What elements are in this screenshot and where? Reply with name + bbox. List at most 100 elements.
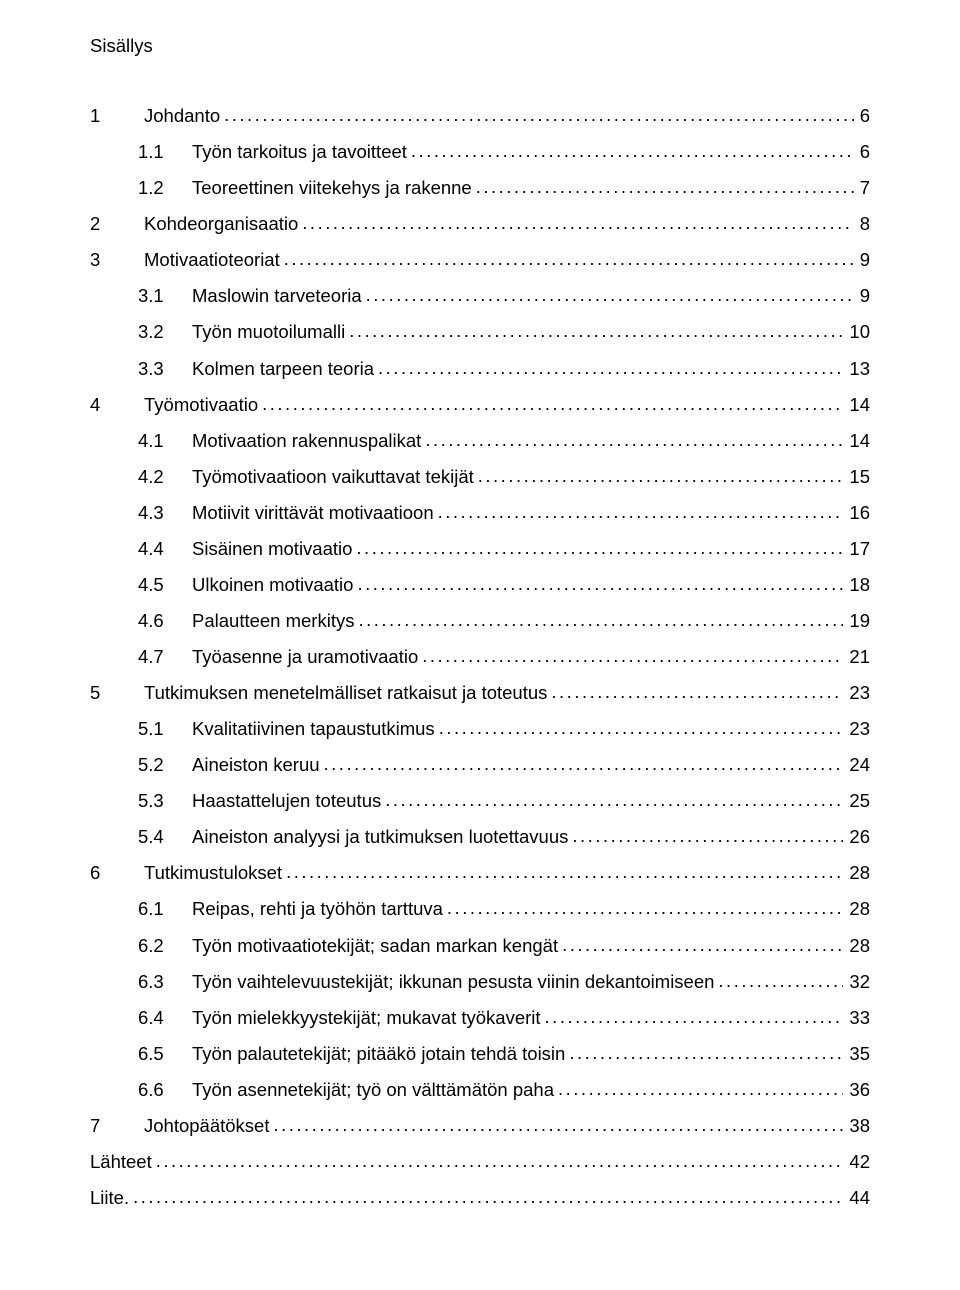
toc-entry-label: Reipas, rehti ja työhön tarttuva bbox=[192, 891, 447, 927]
toc-title: Sisällys bbox=[90, 28, 870, 64]
toc-entry-label: Työn muotoilumalli bbox=[192, 314, 349, 350]
toc-list: 1Johdanto 61.1Työn tarkoitus ja tavoitte… bbox=[90, 98, 870, 1216]
toc-entry-page: 19 bbox=[843, 603, 870, 639]
toc-entry-label: Motivaatioteoriat bbox=[144, 242, 284, 278]
toc-leader-dots bbox=[558, 1071, 843, 1107]
toc-entry: 5.3Haastattelujen toteutus 25 bbox=[90, 783, 870, 819]
toc-leader-dots bbox=[356, 530, 843, 566]
toc-leader-dots bbox=[385, 782, 843, 818]
toc-entry-label: Työmotivaatioon vaikuttavat tekijät bbox=[192, 459, 478, 495]
toc-entry-page: 16 bbox=[843, 495, 870, 531]
toc-leader-dots bbox=[422, 638, 843, 674]
toc-entry-page: 38 bbox=[843, 1108, 870, 1144]
toc-entry-number: 2 bbox=[90, 206, 144, 242]
toc-entry-label: Maslowin tarveteoria bbox=[192, 278, 366, 314]
toc-entry-number: 3.3 bbox=[138, 351, 192, 387]
toc-leader-dots bbox=[302, 205, 853, 241]
toc-entry-label: Palautteen merkitys bbox=[192, 603, 358, 639]
toc-entry-page: 28 bbox=[843, 928, 870, 964]
toc-leader-dots bbox=[545, 999, 844, 1035]
toc-entry: 3.2Työn muotoilumalli 10 bbox=[90, 314, 870, 350]
toc-entry-number: 3.1 bbox=[138, 278, 192, 314]
toc-leader-dots bbox=[476, 169, 854, 205]
toc-leader-dots bbox=[572, 818, 843, 854]
toc-entry-label: Aineiston analyysi ja tutkimuksen luotet… bbox=[192, 819, 572, 855]
toc-entry-number: 1.2 bbox=[138, 170, 192, 206]
toc-entry-number: 4.3 bbox=[138, 495, 192, 531]
toc-entry: 6.5Työn palautetekijät; pitääkö jotain t… bbox=[90, 1036, 870, 1072]
toc-leader-dots bbox=[425, 422, 843, 458]
toc-entry-number: 4.4 bbox=[138, 531, 192, 567]
toc-entry-number: 4 bbox=[90, 387, 144, 423]
toc-entry-number: 5.4 bbox=[138, 819, 192, 855]
toc-entry-page: 24 bbox=[843, 747, 870, 783]
toc-entry-page: 36 bbox=[843, 1072, 870, 1108]
toc-entry-number: 6.5 bbox=[138, 1036, 192, 1072]
toc-leader-dots bbox=[366, 277, 854, 313]
toc-entry-number: 6.2 bbox=[138, 928, 192, 964]
toc-entry-number: 6.4 bbox=[138, 1000, 192, 1036]
toc-entry-page: 9 bbox=[854, 242, 870, 278]
toc-entry-label: Motivaation rakennuspalikat bbox=[192, 423, 425, 459]
toc-entry: 4.1Motivaation rakennuspalikat 14 bbox=[90, 423, 870, 459]
toc-entry: 3Motivaatioteoriat 9 bbox=[90, 242, 870, 278]
toc-entry-page: 9 bbox=[854, 278, 870, 314]
toc-leader-dots bbox=[551, 674, 843, 710]
toc-leader-dots bbox=[262, 386, 843, 422]
toc-entry-label: Työmotivaatio bbox=[144, 387, 262, 423]
toc-entry-page: 21 bbox=[843, 639, 870, 675]
toc-leader-dots bbox=[447, 890, 844, 926]
toc-entry-number: 4.2 bbox=[138, 459, 192, 495]
toc-leader-dots bbox=[439, 710, 844, 746]
toc-entry-label: Lähteet bbox=[90, 1144, 156, 1180]
toc-entry-label: Kolmen tarpeen teoria bbox=[192, 351, 378, 387]
toc-entry-page: 23 bbox=[843, 675, 870, 711]
toc-entry-label: Työasenne ja uramotivaatio bbox=[192, 639, 422, 675]
toc-entry-page: 35 bbox=[843, 1036, 870, 1072]
toc-entry-label: Ulkoinen motivaatio bbox=[192, 567, 357, 603]
toc-entry-page: 44 bbox=[843, 1180, 870, 1216]
toc-entry-label: Liite. bbox=[90, 1180, 133, 1216]
toc-entry-page: 18 bbox=[843, 567, 870, 603]
toc-leader-dots bbox=[156, 1143, 844, 1179]
toc-entry: 6.2Työn motivaatiotekijät; sadan markan … bbox=[90, 928, 870, 964]
toc-entry: 4Työmotivaatio 14 bbox=[90, 387, 870, 423]
toc-entry: 5Tutkimuksen menetelmälliset ratkaisut j… bbox=[90, 675, 870, 711]
toc-entry: 2Kohdeorganisaatio 8 bbox=[90, 206, 870, 242]
toc-entry-number: 1 bbox=[90, 98, 144, 134]
toc-leader-dots bbox=[569, 1035, 843, 1071]
toc-leader-dots bbox=[349, 313, 843, 349]
toc-entry: 4.6Palautteen merkitys 19 bbox=[90, 603, 870, 639]
toc-entry-label: Tutkimuksen menetelmälliset ratkaisut ja… bbox=[144, 675, 551, 711]
toc-entry-label: Tutkimustulokset bbox=[144, 855, 286, 891]
toc-entry: 5.1Kvalitatiivinen tapaustutkimus 23 bbox=[90, 711, 870, 747]
toc-entry: 5.2Aineiston keruu 24 bbox=[90, 747, 870, 783]
toc-entry: 4.7Työasenne ja uramotivaatio 21 bbox=[90, 639, 870, 675]
toc-leader-dots bbox=[438, 494, 844, 530]
toc-leader-dots bbox=[286, 854, 843, 890]
toc-entry: 6Tutkimustulokset 28 bbox=[90, 855, 870, 891]
toc-entry-number: 5.1 bbox=[138, 711, 192, 747]
toc-entry-label: Työn tarkoitus ja tavoitteet bbox=[192, 134, 411, 170]
toc-entry: 4.3Motiivit virittävät motivaatioon 16 bbox=[90, 495, 870, 531]
toc-entry-number: 7 bbox=[90, 1108, 144, 1144]
toc-entry-label: Työn mielekkyystekijät; mukavat työkaver… bbox=[192, 1000, 545, 1036]
toc-entry-page: 23 bbox=[843, 711, 870, 747]
toc-leader-dots bbox=[133, 1179, 843, 1215]
toc-entry: 6.4Työn mielekkyystekijät; mukavat työka… bbox=[90, 1000, 870, 1036]
toc-leader-dots bbox=[478, 458, 844, 494]
toc-entry-label: Johdanto bbox=[144, 98, 224, 134]
toc-entry: 6.6Työn asennetekijät; työ on välttämätö… bbox=[90, 1072, 870, 1108]
toc-entry-page: 6 bbox=[854, 134, 870, 170]
toc-entry-label: Aineiston keruu bbox=[192, 747, 324, 783]
toc-entry-label: Kvalitatiivinen tapaustutkimus bbox=[192, 711, 439, 747]
toc-entry-page: 26 bbox=[843, 819, 870, 855]
toc-entry-label: Teoreettinen viitekehys ja rakenne bbox=[192, 170, 476, 206]
toc-entry-page: 15 bbox=[843, 459, 870, 495]
toc-entry-page: 7 bbox=[854, 170, 870, 206]
toc-entry-label: Johtopäätökset bbox=[144, 1108, 273, 1144]
toc-entry-page: 17 bbox=[843, 531, 870, 567]
toc-entry: 3.3Kolmen tarpeen teoria 13 bbox=[90, 351, 870, 387]
toc-entry-number: 5 bbox=[90, 675, 144, 711]
toc-entry-page: 14 bbox=[843, 387, 870, 423]
